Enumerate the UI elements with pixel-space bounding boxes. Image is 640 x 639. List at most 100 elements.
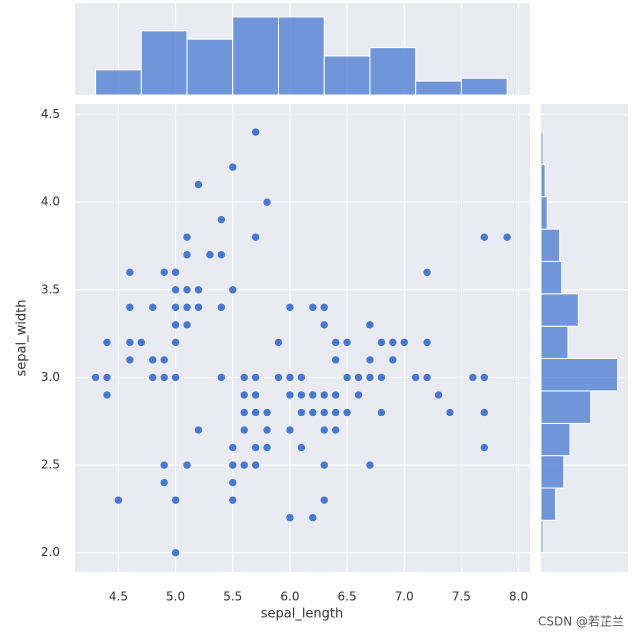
point — [342, 408, 352, 417]
point — [251, 390, 260, 400]
histogram-bar — [540, 260, 563, 295]
x-axis-label: sepal_length — [261, 607, 344, 622]
point — [308, 390, 318, 400]
histogram-bar — [540, 390, 592, 424]
histogram-bar — [540, 131, 544, 165]
x-tick-label: 6.5 — [338, 590, 357, 604]
point — [422, 373, 432, 382]
point — [262, 408, 272, 417]
point — [422, 338, 432, 347]
histogram-bar — [186, 38, 234, 96]
point — [319, 303, 329, 312]
histogram-bar — [540, 487, 556, 521]
point — [434, 390, 443, 400]
point — [148, 303, 157, 312]
y-tick-label: 2.5 — [41, 458, 60, 472]
point — [171, 338, 180, 347]
point — [228, 460, 238, 470]
point — [354, 390, 363, 400]
histogram-bar — [460, 77, 508, 96]
point — [377, 408, 386, 417]
point — [102, 338, 112, 347]
histogram-bar — [369, 47, 417, 96]
point — [217, 303, 226, 312]
point — [319, 495, 329, 505]
histogram-bar — [540, 163, 546, 198]
point — [182, 303, 192, 312]
point — [228, 285, 238, 295]
point — [422, 268, 432, 277]
y-tick-label: 4.5 — [41, 107, 60, 121]
histogram-bar — [540, 358, 619, 392]
point — [319, 425, 329, 435]
point — [194, 180, 203, 189]
x-tick-label: 7.0 — [395, 590, 414, 604]
point — [365, 355, 375, 365]
point — [342, 338, 352, 347]
point — [159, 460, 169, 470]
point — [377, 373, 386, 382]
point — [331, 408, 340, 417]
point — [285, 425, 295, 435]
point — [182, 320, 192, 330]
marks — [91, 16, 619, 557]
x-tick-label: 4.5 — [109, 590, 128, 604]
point — [274, 338, 283, 347]
point — [377, 338, 386, 347]
point — [217, 373, 226, 382]
point — [171, 268, 180, 277]
point — [365, 373, 375, 382]
point — [171, 303, 180, 312]
histogram-bar — [540, 519, 544, 554]
point — [388, 338, 398, 347]
point — [251, 443, 260, 452]
histogram-bar — [540, 422, 571, 457]
point — [137, 338, 146, 347]
point — [217, 215, 226, 224]
y-axis-label: sepal_width — [15, 300, 30, 377]
point — [285, 513, 295, 522]
y-tick-label: 3.5 — [41, 282, 60, 296]
point — [171, 495, 180, 505]
point — [445, 408, 455, 417]
histogram-bar — [323, 55, 371, 96]
point — [331, 338, 340, 347]
histogram-bar — [540, 196, 548, 230]
point — [194, 285, 203, 295]
point — [159, 268, 169, 277]
point — [228, 162, 238, 172]
point — [331, 425, 340, 435]
point — [285, 303, 295, 312]
y-tick-label: 2.0 — [41, 545, 60, 559]
point — [251, 127, 260, 137]
y-tick-label: 4.0 — [41, 195, 60, 209]
point — [171, 373, 180, 382]
point — [297, 443, 306, 452]
point — [319, 390, 329, 400]
point — [205, 250, 215, 259]
point — [114, 495, 123, 505]
point — [297, 390, 306, 400]
histogram-bar — [95, 69, 142, 96]
point — [159, 478, 169, 487]
point — [411, 373, 420, 382]
point — [308, 408, 318, 417]
point — [125, 268, 135, 277]
point — [262, 197, 272, 207]
point — [239, 425, 249, 435]
point — [182, 460, 192, 470]
point — [251, 232, 260, 242]
point — [159, 355, 169, 365]
point — [251, 460, 260, 470]
histogram-bar — [540, 228, 561, 262]
point — [102, 390, 112, 400]
point — [159, 373, 169, 382]
point — [228, 478, 238, 487]
point — [148, 355, 157, 365]
point — [319, 460, 329, 470]
y-tick-label: 3.0 — [41, 370, 60, 384]
point — [274, 373, 283, 382]
point — [239, 390, 249, 400]
histogram-bar — [277, 16, 325, 96]
point — [502, 232, 512, 242]
